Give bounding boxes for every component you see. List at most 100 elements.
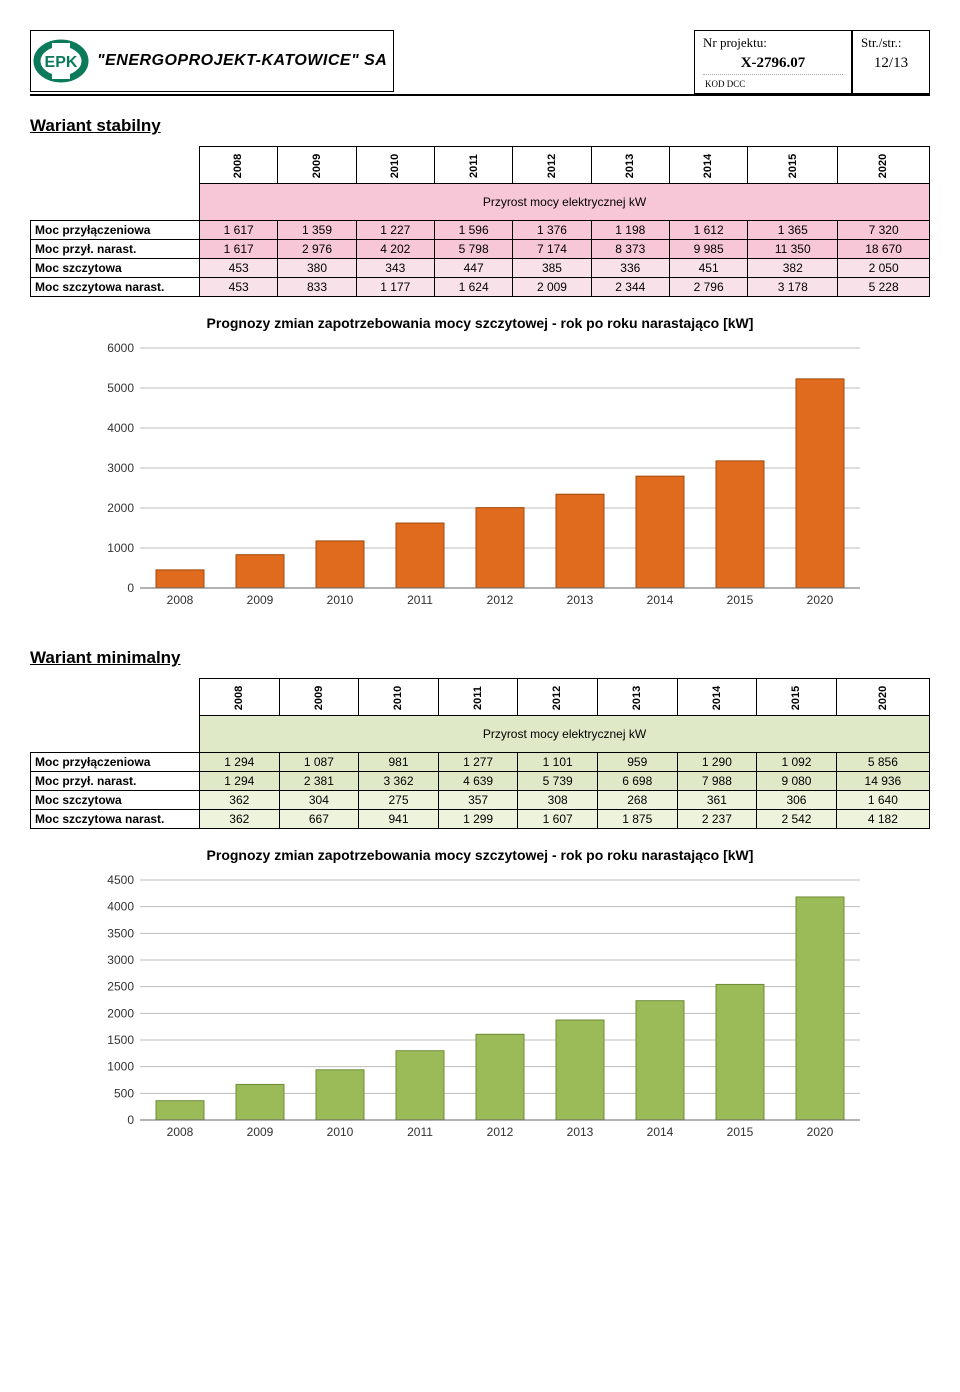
- cell: 1 617: [200, 221, 278, 240]
- cell: 1 640: [836, 790, 929, 809]
- cell: 941: [359, 809, 439, 828]
- cell: 1 227: [356, 221, 434, 240]
- cell: 380: [278, 259, 356, 278]
- cell: 357: [438, 790, 518, 809]
- year-header: 2020: [877, 686, 889, 710]
- cell: 362: [200, 809, 280, 828]
- cell: 1 101: [518, 752, 598, 771]
- bar: [396, 1050, 444, 1119]
- cell: 1 376: [513, 221, 591, 240]
- bar: [556, 494, 604, 588]
- cell: 304: [279, 790, 359, 809]
- cell: 275: [359, 790, 439, 809]
- year-header: 2008: [233, 154, 245, 178]
- table-row: Moc przyłączeniowa1 2941 0879811 2771 10…: [31, 752, 930, 771]
- bar: [316, 1069, 364, 1119]
- svg-text:EPK: EPK: [45, 54, 78, 71]
- table-subheader: Przyrost mocy elektrycznej kW: [200, 184, 930, 221]
- cell: 2 344: [591, 278, 669, 297]
- cell: 959: [597, 752, 677, 771]
- svg-text:0: 0: [127, 581, 134, 595]
- svg-text:2500: 2500: [107, 979, 134, 993]
- cell: 306: [757, 790, 837, 809]
- cell: 1 294: [200, 752, 280, 771]
- svg-text:2011: 2011: [407, 593, 433, 607]
- year-header: 2011: [468, 154, 480, 178]
- cell: 2 976: [278, 240, 356, 259]
- svg-text:0: 0: [127, 1113, 134, 1127]
- chart-stabilny-title: Prognozy zmian zapotrzebowania mocy szcz…: [40, 315, 920, 332]
- cell: 361: [677, 790, 757, 809]
- table-row: Moc przył. narast.1 2942 3813 3624 6395 …: [31, 771, 930, 790]
- year-header: 2011: [472, 686, 484, 710]
- cell: 1 359: [278, 221, 356, 240]
- bar: [236, 554, 284, 587]
- cell: 2 237: [677, 809, 757, 828]
- cell: 1 607: [518, 809, 598, 828]
- svg-text:3000: 3000: [107, 461, 134, 475]
- svg-text:2020: 2020: [807, 1125, 834, 1139]
- cell: 2 542: [757, 809, 837, 828]
- cell: 1 617: [200, 240, 278, 259]
- row-label: Moc szczytowa narast.: [31, 809, 200, 828]
- table-minimalny: 200820092010201120122013201420152020Przy…: [30, 678, 930, 829]
- svg-text:2000: 2000: [107, 501, 134, 515]
- svg-text:4500: 4500: [107, 873, 134, 887]
- svg-text:2000: 2000: [107, 1006, 134, 1020]
- chart-minimalny-box: Prognozy zmian zapotrzebowania mocy szcz…: [30, 841, 930, 1154]
- svg-text:2012: 2012: [487, 593, 514, 607]
- row-label: Moc szczytowa: [31, 259, 200, 278]
- cell: 7 988: [677, 771, 757, 790]
- svg-text:2014: 2014: [647, 593, 674, 607]
- proj-value: X-2796.07: [703, 53, 843, 75]
- cell: 4 182: [836, 809, 929, 828]
- cell: 14 936: [836, 771, 929, 790]
- svg-text:2008: 2008: [167, 593, 194, 607]
- proj-box: Nr projektu: X-2796.07 KOD DCC: [694, 30, 852, 94]
- year-header: 2012: [546, 154, 558, 178]
- bar: [716, 461, 764, 588]
- cell: 382: [748, 259, 838, 278]
- chart-minimalny-title: Prognozy zmian zapotrzebowania mocy szcz…: [40, 847, 920, 864]
- svg-text:2015: 2015: [727, 593, 754, 607]
- year-header: 2008: [233, 686, 245, 710]
- cell: 343: [356, 259, 434, 278]
- cell: 4 639: [438, 771, 518, 790]
- cell: 4 202: [356, 240, 434, 259]
- year-header: 2015: [787, 154, 799, 178]
- cell: 1 294: [200, 771, 280, 790]
- table-row: Moc przył. narast.1 6172 9764 2025 7987 …: [31, 240, 930, 259]
- svg-text:2008: 2008: [167, 1125, 194, 1139]
- cell: 1 177: [356, 278, 434, 297]
- svg-text:2015: 2015: [727, 1125, 754, 1139]
- svg-text:2020: 2020: [807, 593, 834, 607]
- cell: 1 299: [438, 809, 518, 828]
- cell: 5 739: [518, 771, 598, 790]
- year-header: 2015: [790, 686, 802, 710]
- table-row: Moc przyłączeniowa1 6171 3591 2271 5961 …: [31, 221, 930, 240]
- cell: 667: [279, 809, 359, 828]
- cell: 1 092: [757, 752, 837, 771]
- cell: 1 612: [669, 221, 747, 240]
- cell: 5 856: [836, 752, 929, 771]
- bar: [796, 379, 844, 588]
- svg-text:500: 500: [114, 1086, 134, 1100]
- cell: 7 320: [838, 221, 930, 240]
- year-header: 2014: [703, 154, 715, 178]
- cell: 1 290: [677, 752, 757, 771]
- cell: 362: [200, 790, 280, 809]
- year-header: 2009: [311, 154, 323, 178]
- page-value: 12/13: [861, 53, 921, 74]
- table-subheader: Przyrost mocy elektrycznej kW: [200, 715, 930, 752]
- row-label: Moc przył. narast.: [31, 240, 200, 259]
- cell: 9 080: [757, 771, 837, 790]
- svg-text:4000: 4000: [107, 421, 134, 435]
- header-right: Nr projektu: X-2796.07 KOD DCC Str./str.…: [694, 30, 930, 94]
- epk-logo-icon: EPK: [33, 37, 89, 85]
- svg-text:6000: 6000: [107, 341, 134, 355]
- cell: 3 178: [748, 278, 838, 297]
- cell: 336: [591, 259, 669, 278]
- cell: 1 624: [434, 278, 512, 297]
- year-header: 2012: [552, 686, 564, 710]
- bar: [796, 897, 844, 1120]
